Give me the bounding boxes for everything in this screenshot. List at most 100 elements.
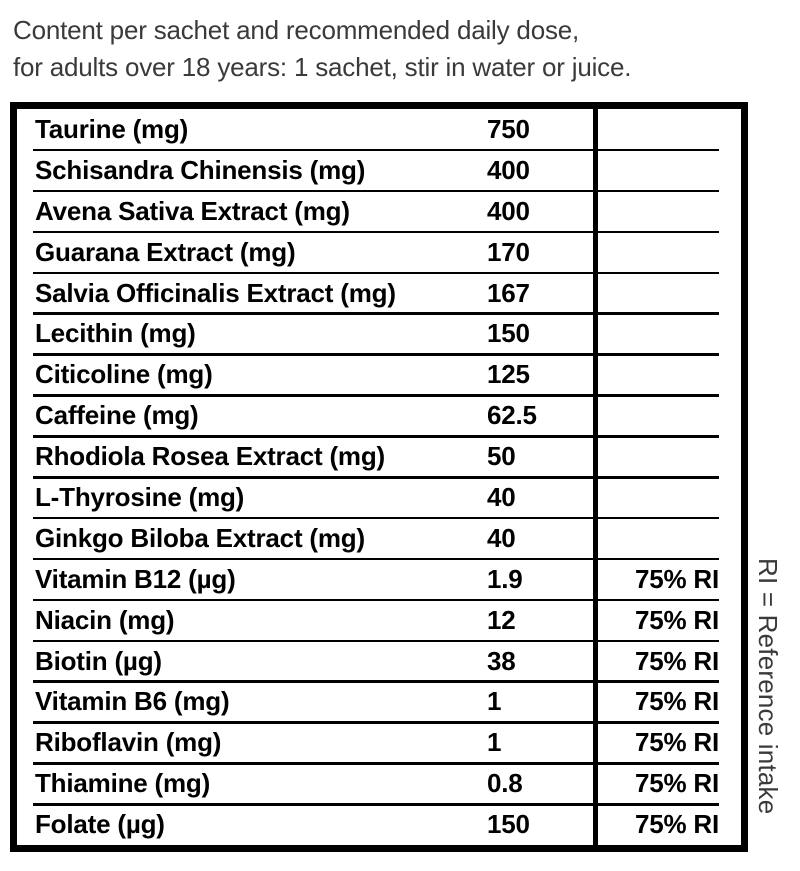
- ingredient-label: Guarana Extract (mg): [35, 236, 296, 267]
- ingredient-cell: Thiamine (mg) 0.8: [17, 763, 593, 806]
- table-row: Avena Sativa Extract (mg) 400: [17, 190, 741, 234]
- reference-intake-cell: 75% RI: [593, 558, 741, 602]
- amount-value: 150: [487, 318, 530, 349]
- reference-intake-value: 75% RI: [634, 604, 719, 635]
- table-row: Niacin (mg) 12 75% RI: [17, 599, 741, 642]
- amount-value: 38: [487, 645, 516, 676]
- amount-value: 400: [487, 195, 530, 226]
- ingredient-cell: Caffeine (mg) 62.5: [17, 395, 593, 438]
- amount-value: 40: [487, 522, 516, 553]
- amount-value: 40: [487, 481, 516, 512]
- reference-intake-cell: [593, 109, 741, 152]
- amount-value: 0.8: [487, 768, 523, 799]
- ingredient-label: Citicoline (mg): [35, 359, 213, 390]
- ingredient-cell: Vitamin B12 (µg) 1.9: [17, 559, 593, 602]
- table-row: Schisandra Chinensis (mg) 400: [17, 149, 741, 193]
- table-row: Ginkgo Biloba Extract (mg) 40: [17, 517, 741, 561]
- amount-value: 125: [487, 359, 530, 390]
- reference-intake-cell: 75% RI: [593, 640, 741, 683]
- ingredient-cell: Avena Sativa Extract (mg) 400: [17, 191, 593, 234]
- table-row: Caffeine (mg) 62.5: [17, 395, 741, 438]
- ingredient-cell: Salvia Officinalis Extract (mg) 167: [17, 273, 593, 315]
- dosage-caption: Content per sachet and recommended daily…: [13, 12, 631, 86]
- amount-value: 167: [487, 277, 530, 308]
- table-row: Guarana Extract (mg) 170: [17, 231, 741, 274]
- dosage-caption-line-1: Content per sachet and recommended daily…: [13, 15, 580, 45]
- ingredient-label: Vitamin B12 (µg): [35, 563, 236, 594]
- table-row: Vitamin B6 (mg) 1 75% RI: [17, 681, 741, 724]
- reference-intake-value: 75% RI: [634, 645, 719, 676]
- ingredient-label: Thiamine (mg): [35, 768, 211, 799]
- reference-intake-cell: [593, 272, 741, 315]
- table-row: L-Thyrosine (mg) 40: [17, 477, 741, 520]
- amount-value: 1.9: [487, 563, 523, 594]
- reference-intake-cell: [593, 231, 741, 274]
- amount-value: 750: [487, 113, 530, 144]
- amount-value: 12: [487, 604, 516, 635]
- reference-intake-value: 75% RI: [634, 768, 719, 799]
- reference-intake-cell: 75% RI: [593, 804, 741, 846]
- table-row: Taurine (mg) 750: [17, 109, 741, 152]
- ingredient-label: Caffeine (mg): [35, 400, 199, 431]
- content-table: Taurine (mg) 750 Schisandra Chinensis (m…: [10, 102, 748, 852]
- table-row: Riboflavin (mg) 1 75% RI: [17, 722, 741, 765]
- reference-intake-value: 75% RI: [634, 809, 719, 840]
- table-row: Vitamin B12 (µg) 1.9 75% RI: [17, 558, 741, 602]
- ingredient-cell: Guarana Extract (mg) 170: [17, 232, 593, 274]
- ingredient-cell: Citicoline (mg) 125: [17, 354, 593, 397]
- amount-value: 400: [487, 154, 530, 185]
- ingredient-cell: L-Thyrosine (mg) 40: [17, 477, 593, 520]
- ingredient-label: Avena Sativa Extract (mg): [35, 195, 350, 226]
- ingredient-cell: Niacin (mg) 12: [17, 600, 593, 642]
- reference-intake-cell: 75% RI: [593, 722, 741, 765]
- ingredient-cell: Folate (µg) 150: [17, 804, 593, 845]
- amount-value: 1: [487, 686, 502, 717]
- table-row: Lecithin (mg) 150: [17, 313, 741, 356]
- table-row: Rhodiola Rosea Extract (mg) 50: [17, 436, 741, 479]
- reference-intake-cell: [593, 436, 741, 479]
- ingredient-cell: Ginkgo Biloba Extract (mg) 40: [17, 518, 593, 561]
- ingredient-cell: Taurine (mg) 750: [17, 109, 593, 152]
- reference-intake-cell: [593, 313, 741, 356]
- reference-intake-cell: [593, 354, 741, 397]
- ingredient-cell: Lecithin (mg) 150: [17, 313, 593, 356]
- ingredient-label: Biotin (µg): [35, 645, 162, 676]
- reference-intake-cell: 75% RI: [593, 681, 741, 724]
- ingredient-cell: Biotin (µg) 38: [17, 641, 593, 683]
- amount-value: 1: [487, 727, 502, 758]
- reference-intake-value: 75% RI: [634, 686, 719, 717]
- amount-value: 62.5: [487, 400, 537, 431]
- reference-intake-cell: [593, 517, 741, 561]
- ingredient-label: Vitamin B6 (mg): [35, 686, 230, 717]
- amount-value: 150: [487, 809, 530, 840]
- ingredient-label: Ginkgo Biloba Extract (mg): [35, 522, 365, 553]
- ingredient-label: Lecithin (mg): [35, 318, 196, 349]
- ingredient-cell: Schisandra Chinensis (mg) 400: [17, 150, 593, 193]
- ingredient-label: Taurine (mg): [35, 113, 189, 144]
- table-row: Folate (µg) 150 75% RI: [17, 804, 741, 846]
- table-row: Biotin (µg) 38 75% RI: [17, 640, 741, 683]
- ingredient-cell: Vitamin B6 (mg) 1: [17, 681, 593, 724]
- ingredient-label: Niacin (mg): [35, 604, 175, 635]
- amount-value: 50: [487, 441, 516, 472]
- reference-intake-cell: 75% RI: [593, 763, 741, 806]
- table-row: Salvia Officinalis Extract (mg) 167: [17, 272, 741, 315]
- reference-intake-cell: [593, 149, 741, 193]
- ingredient-cell: Rhodiola Rosea Extract (mg) 50: [17, 436, 593, 479]
- table-row: Citicoline (mg) 125: [17, 354, 741, 397]
- reference-intake-cell: [593, 190, 741, 234]
- reference-intake-value: 75% RI: [634, 563, 719, 594]
- ingredient-label: L-Thyrosine (mg): [35, 481, 245, 512]
- reference-intake-cell: 75% RI: [593, 599, 741, 642]
- ingredient-label: Rhodiola Rosea Extract (mg): [35, 441, 385, 472]
- dosage-caption-line-2: for adults over 18 years: 1 sachet, stir…: [13, 52, 632, 82]
- reference-intake-value: 75% RI: [634, 727, 719, 758]
- amount-value: 170: [487, 236, 530, 267]
- ingredient-label: Riboflavin (mg): [35, 727, 222, 758]
- ingredient-label: Schisandra Chinensis (mg): [35, 154, 366, 185]
- ingredient-label: Folate (µg): [35, 809, 165, 840]
- reference-intake-cell: [593, 395, 741, 438]
- ingredient-cell: Riboflavin (mg) 1: [17, 722, 593, 765]
- table-row: Thiamine (mg) 0.8 75% RI: [17, 763, 741, 806]
